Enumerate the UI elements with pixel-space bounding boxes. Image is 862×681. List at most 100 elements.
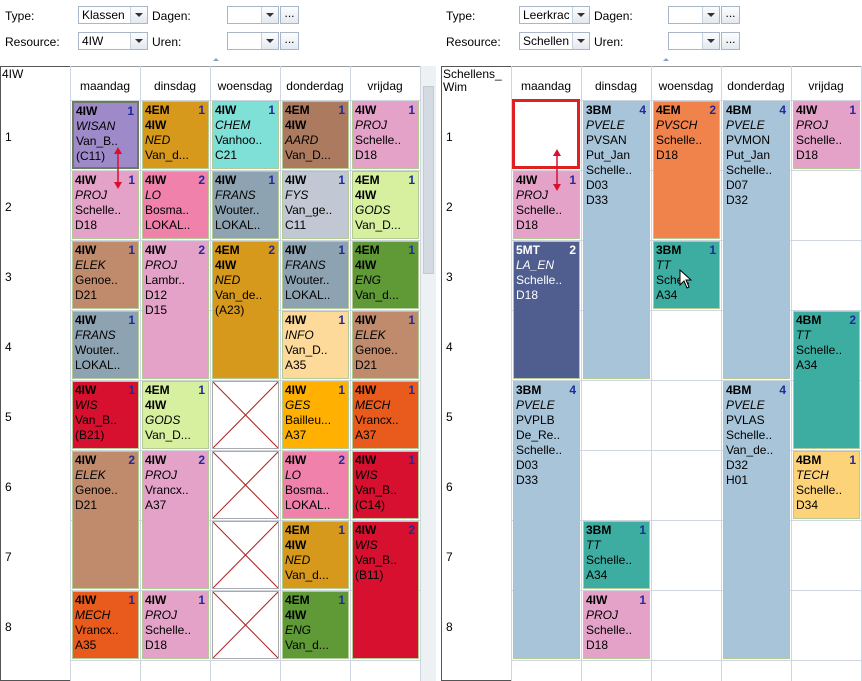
- lesson-block[interactable]: 4IW PROJ Schelle.. D18 1: [352, 101, 419, 169]
- chevron-down-icon[interactable]: [130, 33, 147, 49]
- lesson-block[interactable]: 4IW PROJ Lambr.. D12 D15 2: [142, 241, 209, 379]
- lesson-block[interactable]: 4IW MECH Vrancx.. A37 1: [352, 381, 419, 449]
- lesson-block[interactable]: 4IW LO Bosma.. LOKAL.. 2: [142, 171, 209, 239]
- lesson-block[interactable]: 4BM PVELE PVMON Put_Jan Schelle.. D07 D32 4: [723, 101, 790, 379]
- lesson-block[interactable]: 3BM TT Sche.. A34 1: [653, 241, 720, 309]
- lesson-block[interactable]: 4IW INFO Van_D.. A35 1: [282, 311, 349, 379]
- lesson-block[interactable]: 4IW PROJ Schelle.. D18 1: [72, 171, 139, 239]
- left-type-select[interactable]: Klassen: [78, 6, 148, 24]
- lesson-line: A37: [285, 428, 307, 442]
- right-type-select[interactable]: Leerkracht: [519, 6, 590, 24]
- lesson-block[interactable]: 4IW FRANS Wouter.. LOKAL.. 1: [282, 241, 349, 309]
- lesson-line: 4IW: [145, 118, 167, 132]
- lesson-block[interactable]: 4EM 4IW ENG Van_d... 1: [282, 591, 349, 659]
- lesson-line: Genoe..: [75, 273, 118, 287]
- lesson-block[interactable]: 4IW FRANS Wouter.. LOKAL.. 1: [72, 311, 139, 379]
- lesson-line: Schelle..: [586, 553, 633, 567]
- right-resource-title: Schellens_ Wim: [443, 67, 502, 94]
- lesson-block[interactable]: 4IW CHEM Vanhoo.. C21 1: [212, 101, 279, 169]
- lesson-block[interactable]: 4BM TT Schelle.. A34 2: [793, 311, 860, 449]
- right-hours-more-button[interactable]: ...: [721, 32, 740, 50]
- row-number-4: 4: [446, 340, 453, 354]
- lesson-block[interactable]: 4EM 4IW NED Van_d... 1: [142, 101, 209, 169]
- lesson-block[interactable]: 5MT LA_EN Schelle.. D18 2: [513, 241, 580, 379]
- day-header-woensdag[interactable]: woensdag: [217, 79, 273, 93]
- lesson-block[interactable]: 3BM TT Schelle.. A34 1: [583, 521, 650, 589]
- lesson-line: Wouter..: [75, 343, 120, 357]
- drop-target-cell[interactable]: [512, 99, 580, 169]
- day-header-donderdag[interactable]: donderdag: [727, 79, 785, 93]
- lesson-class: 4IW: [516, 173, 538, 187]
- day-header-woensdag[interactable]: woensdag: [658, 79, 714, 93]
- lesson-block[interactable]: 4IW GES Bailleu... A37 1: [282, 381, 349, 449]
- lesson-block[interactable]: 4EM 4IW ENG Van_d... 1: [352, 241, 419, 309]
- day-header-vrijdag[interactable]: vrijdag: [808, 79, 844, 93]
- chevron-down-icon[interactable]: [702, 33, 719, 49]
- lesson-line: Vrancx..: [75, 623, 119, 637]
- lesson-block[interactable]: 4IW ELEK Genoe.. D21 2: [72, 451, 139, 589]
- lesson-block[interactable]: 3BM PVELE PVPLB De_Re.. Schelle.. D03 D33 4: [513, 381, 580, 659]
- right-resource-select[interactable]: Schellens_: [519, 32, 590, 50]
- right-days-select[interactable]: [668, 6, 720, 24]
- lesson-line: TT: [656, 258, 671, 272]
- day-header-maandag[interactable]: maandag: [79, 79, 131, 93]
- lesson-block[interactable]: 4EM 4IW AARD Van_D... 1: [282, 101, 349, 169]
- day-header-dinsdag[interactable]: dinsdag: [594, 79, 638, 93]
- lesson-line: Genoe..: [355, 343, 398, 357]
- left-days-more-button[interactable]: ...: [280, 6, 299, 24]
- chevron-down-icon[interactable]: [572, 33, 589, 49]
- lesson-class: 4EM: [656, 103, 681, 117]
- lesson-block[interactable]: 4IW WIS Van_B.. (B11) 2: [352, 521, 419, 659]
- lesson-block[interactable]: 4EM 4IW NED Van_de.. (A23) 2: [212, 241, 279, 379]
- left-hours-select[interactable]: [227, 32, 279, 50]
- right-hours-select[interactable]: [668, 32, 720, 50]
- lesson-class: 4IW: [285, 243, 307, 257]
- lesson-block[interactable]: 4IW PROJ Schelle.. D18 1: [793, 101, 860, 169]
- splitter-grip-icon[interactable]: [213, 58, 219, 61]
- lesson-class: 3BM: [516, 383, 542, 397]
- lesson-block[interactable]: 4IW WISAN Van_B.. (C11) 1: [72, 101, 139, 169]
- right-days-more-button[interactable]: ...: [721, 6, 740, 24]
- lesson-block[interactable]: 3BM PVELE PVSAN Put_Jan Schelle.. D03 D33 4: [583, 101, 650, 379]
- lesson-count-badge: 1: [338, 383, 345, 397]
- left-scrollbar-thumb[interactable]: [423, 86, 434, 274]
- day-header-donderdag[interactable]: donderdag: [286, 79, 344, 93]
- left-hours-more-button[interactable]: ...: [280, 32, 299, 50]
- lesson-block[interactable]: 4IW PROJ Schelle.. D18 1: [583, 591, 650, 659]
- lesson-block[interactable]: 4IW PROJ Schelle.. D18 1: [513, 171, 580, 239]
- day-header-dinsdag[interactable]: dinsdag: [153, 79, 197, 93]
- lesson-line: Put_Jan: [726, 148, 771, 162]
- lesson-block[interactable]: 4IW WIS Van_B.. (B21) 1: [72, 381, 139, 449]
- lesson-block[interactable]: 4IW PROJ Vrancx.. A37 2: [142, 451, 209, 589]
- left-resource-select[interactable]: 4IW: [78, 32, 148, 50]
- lesson-block[interactable]: 4IW FYS Van_ge.. C11 1: [282, 171, 349, 239]
- lesson-block[interactable]: 4IW MECH Vrancx.. A35 1: [72, 591, 139, 659]
- chevron-down-icon[interactable]: [130, 7, 147, 23]
- lesson-count-badge: 2: [569, 243, 576, 257]
- day-header-maandag[interactable]: maandag: [520, 79, 572, 93]
- lesson-block[interactable]: 4IW LO Bosma.. LOKAL.. 2: [282, 451, 349, 519]
- lesson-block[interactable]: 4IW ELEK Genoe.. D21 1: [72, 241, 139, 309]
- chevron-down-icon[interactable]: [261, 33, 278, 49]
- lesson-count-badge: 2: [268, 243, 275, 257]
- lesson-count-badge: 2: [128, 453, 135, 467]
- lesson-block[interactable]: 4IW WIS Van_B.. (C14) 1: [352, 451, 419, 519]
- lesson-block[interactable]: 4EM 4IW NED Van_d... 1: [282, 521, 349, 589]
- lesson-block[interactable]: 4BM TECH Schelle.. D34 1: [793, 451, 860, 519]
- chevron-down-icon[interactable]: [572, 7, 589, 23]
- lesson-class: 4IW: [355, 383, 377, 397]
- lesson-block[interactable]: 4IW FRANS Wouter.. LOKAL.. 1: [212, 171, 279, 239]
- chevron-down-icon[interactable]: [702, 7, 719, 23]
- left-days-select[interactable]: [227, 6, 279, 24]
- day-header-vrijdag[interactable]: vrijdag: [367, 79, 403, 93]
- lesson-block[interactable]: 4EM PVSCH Schelle.. D18 2: [653, 101, 720, 239]
- mouse-pointer-icon: [679, 269, 693, 289]
- lesson-count-badge: 1: [198, 383, 205, 397]
- lesson-block[interactable]: 4BM PVELE PVLAS Schelle.. Van_de.. D32 H01 4: [723, 381, 790, 659]
- lesson-block[interactable]: 4EM 4IW GODS Van_D... 1: [142, 381, 209, 449]
- splitter-grip-icon[interactable]: [663, 58, 669, 61]
- lesson-block[interactable]: 4IW ELEK Genoe.. D21 1: [352, 311, 419, 379]
- lesson-block[interactable]: 4EM 4IW GODS Van_D... 1: [352, 171, 419, 239]
- lesson-block[interactable]: 4IW PROJ Schelle.. D18 1: [142, 591, 209, 659]
- chevron-down-icon[interactable]: [261, 7, 278, 23]
